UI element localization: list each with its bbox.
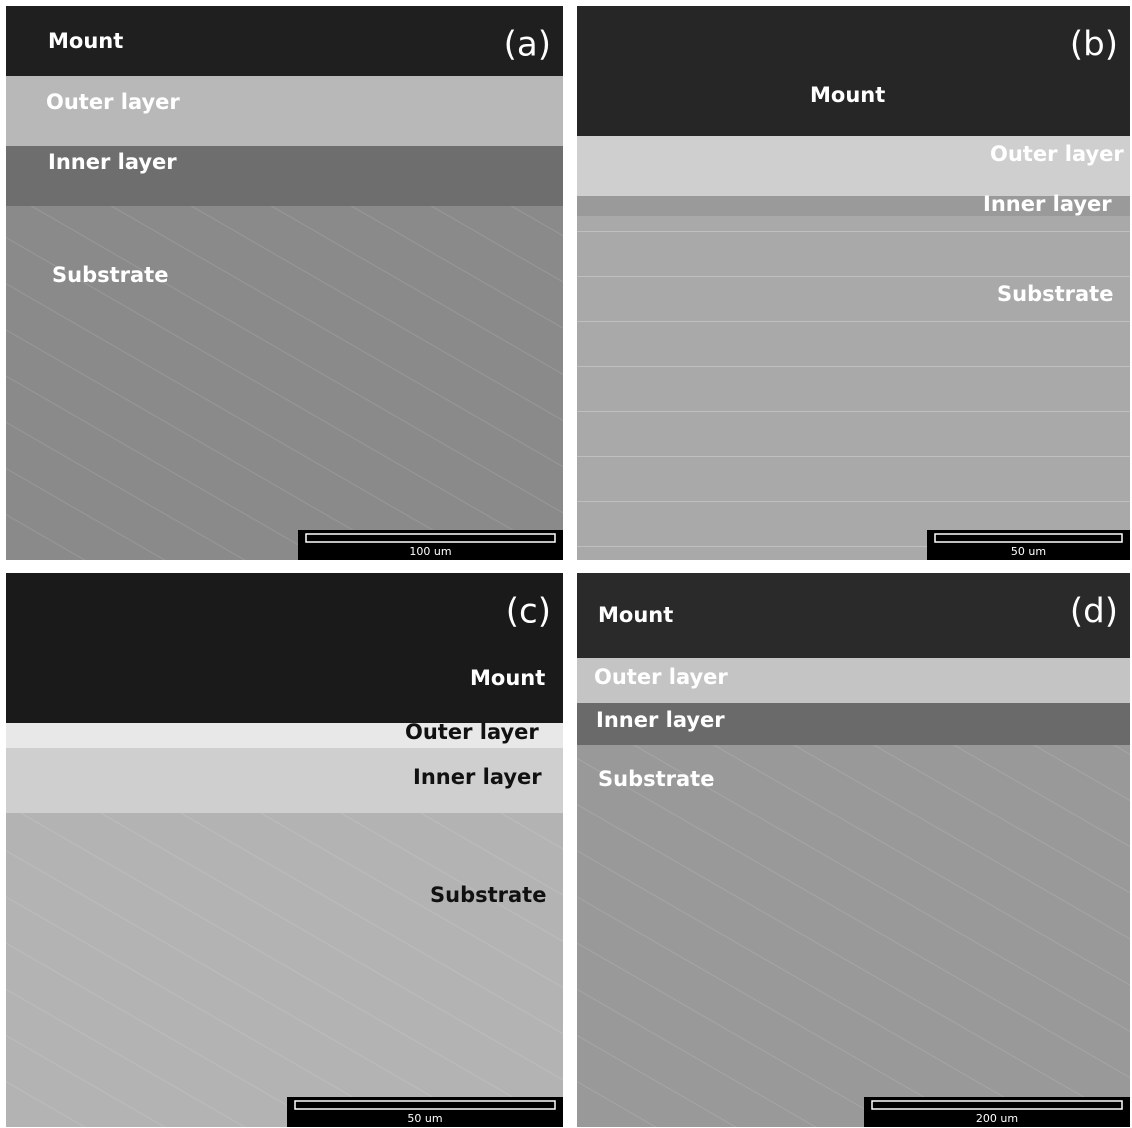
layer-label: Mount	[598, 603, 673, 627]
micrograph-panel: Mount Outer layer Inner layer Substrate (a) 1…	[6, 6, 563, 560]
panel-letter: (b)	[1070, 25, 1118, 65]
layer-label: Mount	[470, 666, 545, 690]
layer-label: Outer layer	[46, 90, 180, 114]
scale-bar-label: 50 um	[1011, 545, 1046, 558]
substrate-texture	[577, 745, 1130, 1127]
layer-label: Outer layer	[594, 665, 728, 689]
layer-label: Inner layer	[983, 192, 1112, 216]
layer-label: Mount	[810, 83, 885, 107]
layer-label: Outer layer	[990, 142, 1124, 166]
mount-region	[6, 573, 563, 723]
layer-label: Substrate	[997, 282, 1113, 306]
figure: Mount Outer layer Inner layer Substrate (a) 1…	[0, 0, 1132, 1128]
scale-bar-label: 200 um	[976, 1112, 1018, 1125]
micrograph-panel: Mount Outer layer Inner layer Substrate (c) 5…	[6, 573, 563, 1127]
mount-region	[577, 6, 1130, 136]
layer-label: Substrate	[430, 883, 546, 907]
scale-bar-label: 50 um	[407, 1112, 442, 1125]
panel-letter: (d)	[1070, 592, 1118, 632]
layer-label: Mount	[48, 29, 123, 53]
substrate-texture	[6, 813, 563, 1127]
micrograph-panel: Mount Outer layer Inner layer Substrate (d) 2…	[577, 573, 1130, 1127]
substrate-texture	[6, 206, 563, 560]
panel-letter: (a)	[504, 25, 551, 65]
layer-label: Inner layer	[413, 765, 542, 789]
panel-letter: (c)	[506, 592, 551, 632]
layer-label: Substrate	[52, 263, 168, 287]
layer-label: Outer layer	[405, 720, 539, 744]
layer-label: Inner layer	[48, 150, 177, 174]
substrate-texture	[577, 216, 1130, 560]
micrograph-panel: Mount Outer layer Inner layer Substrate (b) 5…	[577, 6, 1130, 560]
layer-label: Substrate	[598, 767, 714, 791]
layer-label: Inner layer	[596, 708, 725, 732]
scale-bar-label: 100 um	[409, 545, 451, 558]
